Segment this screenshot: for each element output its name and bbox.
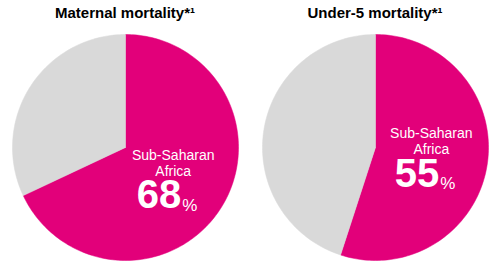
- svg-text:%: %: [182, 196, 197, 215]
- svg-text:68: 68: [137, 172, 182, 216]
- svg-text:55: 55: [395, 151, 440, 195]
- svg-text:%: %: [440, 174, 455, 193]
